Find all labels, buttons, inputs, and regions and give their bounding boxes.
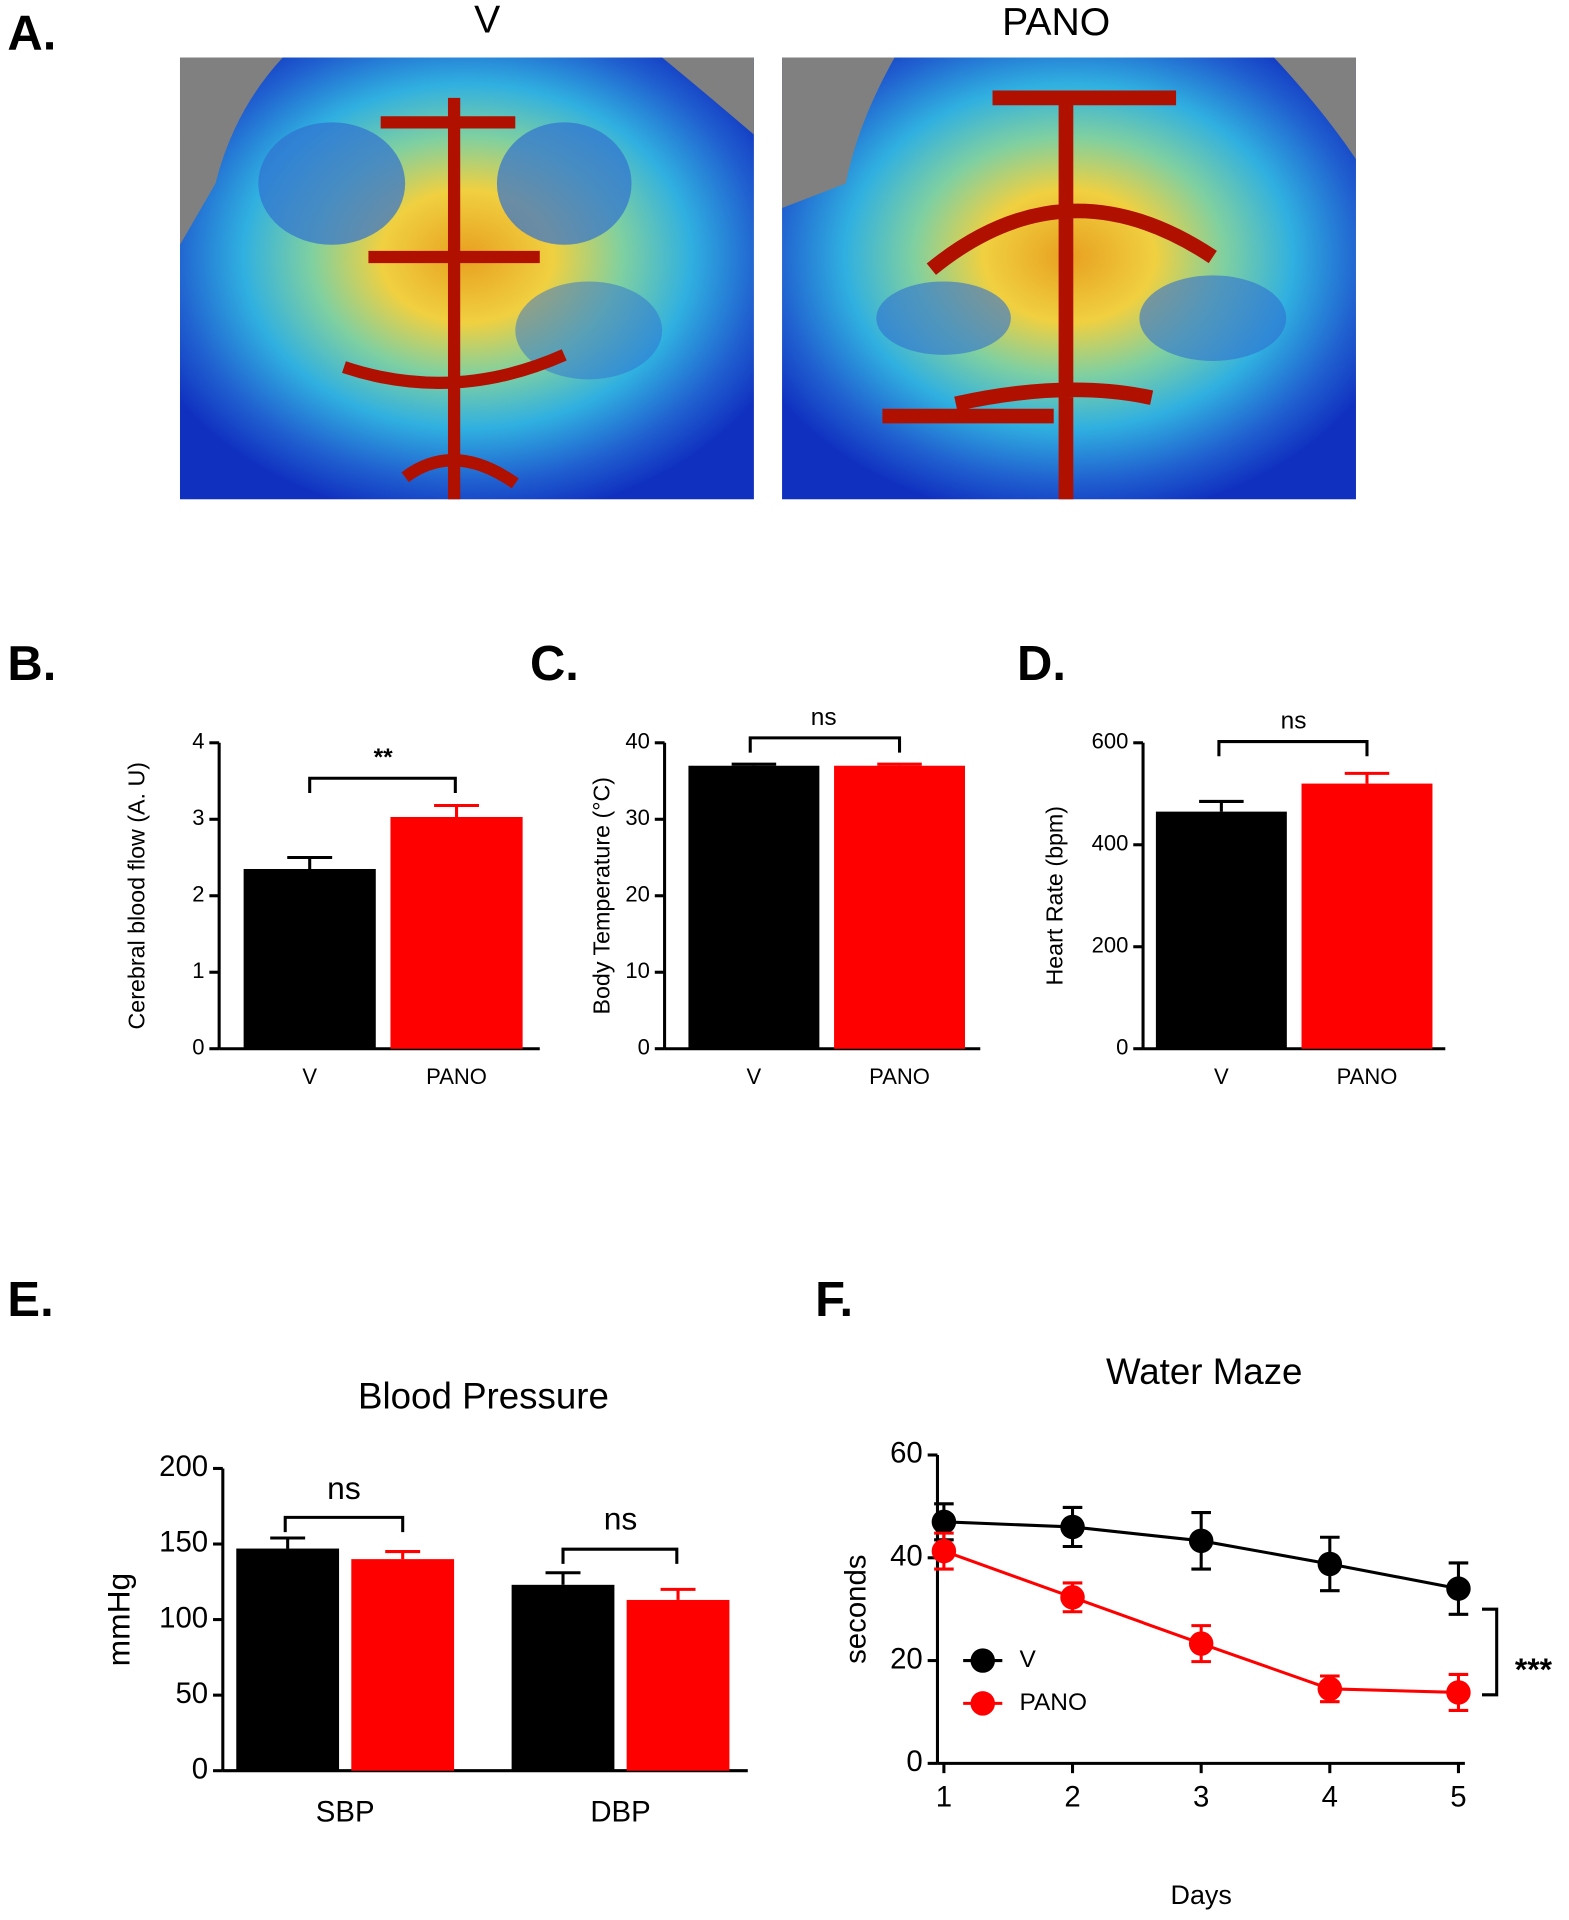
legend-marker — [970, 1648, 995, 1673]
x-tick-label: 3 — [1193, 1781, 1209, 1814]
y-tick-label: 0 — [192, 1035, 204, 1060]
significance-bracket — [1482, 1607, 1499, 1697]
x-tick-label: DBP — [590, 1795, 650, 1828]
y-tick-label: 400 — [1092, 831, 1129, 856]
y-tick-label: 600 — [1092, 729, 1129, 754]
significance-label: ** — [374, 744, 394, 771]
marker — [931, 1509, 957, 1535]
x-tick-label: V — [747, 1064, 762, 1089]
marker — [1317, 1551, 1343, 1577]
y-tick-label: 4 — [192, 729, 204, 754]
x-tick-label: 4 — [1322, 1781, 1338, 1814]
y-tick-label: 0 — [638, 1035, 650, 1060]
y-tick-label: 3 — [192, 805, 204, 830]
panel-label: C. — [530, 637, 579, 691]
x-tick-label: PANO — [869, 1064, 930, 1089]
image-title: V — [474, 0, 500, 41]
y-tick-label: 20 — [625, 882, 650, 907]
y-axis-label: mmHg — [101, 1573, 137, 1667]
panel-label: F. — [815, 1273, 853, 1327]
marker — [931, 1538, 957, 1564]
y-tick-label: 0 — [1116, 1035, 1128, 1060]
significance-bracket — [1217, 740, 1369, 757]
y-tick-label: 200 — [159, 1450, 208, 1483]
x-tick-label: V — [1214, 1064, 1229, 1089]
marker — [1446, 1576, 1471, 1601]
bar — [1301, 783, 1433, 1049]
significance-label: ns — [1281, 707, 1307, 734]
marker — [1188, 1631, 1214, 1656]
chart-title: Blood Pressure — [358, 1375, 609, 1416]
legend-label: PANO — [1019, 1689, 1087, 1716]
y-tick-label: 40 — [625, 729, 650, 754]
significance-bracket — [748, 736, 902, 753]
y-tick-label: 0 — [192, 1752, 208, 1785]
significance-bracket — [283, 1515, 405, 1533]
x-axis-label: Days — [1171, 1880, 1232, 1910]
y-tick-label: 2 — [192, 882, 204, 907]
x-tick-label: 1 — [936, 1781, 952, 1814]
bar — [834, 765, 965, 1049]
bar — [1155, 811, 1287, 1049]
significance-bracket — [561, 1547, 679, 1564]
marker — [1060, 1585, 1085, 1610]
y-tick-label: 50 — [175, 1677, 208, 1710]
y-tick-label: 100 — [159, 1601, 208, 1634]
panel-label: E. — [7, 1273, 53, 1327]
y-tick-label: 150 — [159, 1526, 208, 1559]
y-tick-label: 200 — [1092, 933, 1129, 958]
x-tick-label: V — [302, 1064, 317, 1089]
bar — [626, 1599, 730, 1771]
x-tick-label: SBP — [316, 1795, 375, 1828]
y-tick-label: 1 — [192, 958, 204, 983]
bar — [351, 1559, 455, 1771]
y-tick-label: 20 — [890, 1642, 923, 1675]
bar — [243, 868, 376, 1049]
significance-label: ns — [604, 1500, 638, 1536]
y-tick-label: 30 — [625, 805, 650, 830]
bar — [511, 1584, 615, 1771]
chart-title: Water Maze — [1106, 1351, 1302, 1392]
y-axis-label: Cerebral blood flow (A. U) — [124, 762, 150, 1029]
bar — [236, 1548, 340, 1771]
marker — [1317, 1676, 1343, 1702]
y-axis-label: Heart Rate (bpm) — [1041, 806, 1067, 986]
significance-label: *** — [1515, 1651, 1553, 1687]
marker — [1446, 1680, 1471, 1705]
panel-label: A. — [7, 7, 56, 61]
image-title: PANO — [1002, 1, 1110, 44]
image-pano — [782, 57, 1356, 500]
x-tick-label: 2 — [1064, 1781, 1080, 1814]
panel-label: B. — [7, 637, 56, 691]
marker — [1060, 1514, 1085, 1540]
marker — [1188, 1528, 1214, 1554]
y-tick-label: 40 — [890, 1540, 923, 1573]
legend-label: V — [1019, 1646, 1036, 1673]
y-tick-label: 0 — [906, 1745, 922, 1778]
y-tick-label: 10 — [625, 958, 650, 983]
significance-label: ns — [811, 704, 837, 731]
legend-marker — [970, 1691, 995, 1716]
image-v — [179, 57, 754, 500]
bar — [688, 765, 820, 1049]
x-tick-label: PANO — [1337, 1064, 1398, 1089]
y-tick-label: 60 — [890, 1437, 923, 1470]
significance-bracket — [308, 776, 457, 793]
x-tick-label: PANO — [426, 1064, 487, 1089]
significance-label: ns — [327, 1470, 361, 1506]
y-axis-label: Body Temperature (°C) — [589, 777, 615, 1015]
bar — [390, 816, 523, 1049]
y-axis-label: seconds — [840, 1554, 873, 1663]
panel-label: D. — [1017, 637, 1066, 691]
x-tick-label: 5 — [1450, 1781, 1466, 1814]
